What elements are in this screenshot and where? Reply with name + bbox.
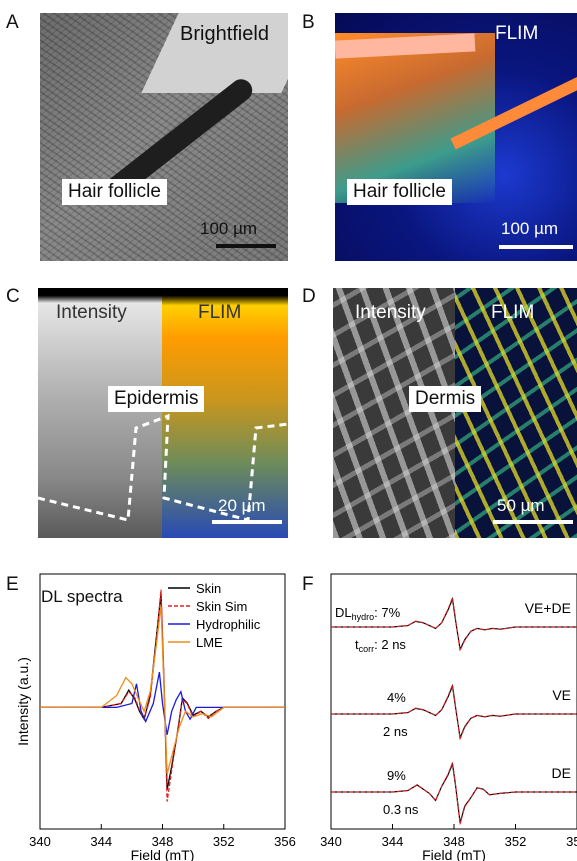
flim-label-b: FLIM [495, 23, 539, 44]
series-line-hydrophilic [40, 671, 285, 735]
hair-follicle-tag-a: Hair follicle [62, 179, 167, 205]
legend-label-hydrophilic: Hydrophilic [196, 617, 261, 632]
flim-label-c: FLIM [198, 302, 242, 323]
x-tick-label-f: 344 [382, 834, 404, 849]
chart-f: 340 344 348 352 356 Field (mT) VE+DE DLhydro: 7… [320, 573, 577, 861]
spectrum-sim-ve-plus-de [331, 595, 577, 653]
x-tick-label-e: 348 [152, 834, 174, 849]
e-inner-title: DL spectra [41, 587, 123, 606]
group-label-ve: VE [552, 687, 571, 703]
dl-value-ve: 4% [387, 690, 406, 705]
panel-letter-d: D [302, 286, 316, 307]
scale-label-d: 50 µm [497, 496, 545, 515]
flim-label-d: FLIM [491, 302, 535, 323]
epidermis-border [38, 413, 288, 522]
flim-half-d [455, 288, 577, 538]
x-tick-label-f: 356 [566, 834, 577, 849]
t-value-ve: 2 ns [383, 724, 408, 739]
x-tick-label-e: 356 [274, 834, 296, 849]
x-tick-label-e: 340 [29, 834, 51, 849]
intensity-label-c: Intensity [56, 302, 127, 323]
legend-label-skin: Skin [196, 581, 221, 596]
legend-label-skin-sim: Skin Sim [196, 599, 247, 614]
scale-bar-c [212, 520, 282, 524]
dermis-tag: Dermis [409, 386, 482, 412]
scale-bar-a [216, 244, 276, 248]
x-axis-label-e: Field (mT) [131, 847, 195, 861]
x-axis-label-f: Field (mT) [422, 847, 486, 861]
intensity-label-d: Intensity [355, 302, 426, 323]
panel-letter-b: B [302, 12, 315, 33]
y-axis-label-e: Intensity (a.u.) [15, 657, 31, 746]
series-line-lme [40, 605, 285, 775]
intensity-half-c [38, 288, 162, 538]
panel-letter-a: A [6, 12, 19, 33]
t-value-de: 0.3 ns [383, 802, 419, 817]
x-tick-label-f: 348 [443, 834, 465, 849]
brightfield-label: Brightfield [180, 23, 269, 45]
scale-bar-d [493, 520, 573, 524]
scale-label-c: 20 µm [218, 496, 266, 515]
spectrum-sim-ve [331, 682, 577, 742]
flim-cortex-region [335, 33, 495, 203]
epidermis-tag: Epidermis [108, 386, 205, 412]
group-label-ve-plus-de: VE+DE [525, 600, 571, 616]
intensity-half-d [333, 288, 455, 538]
x-tick-label-f: 340 [320, 834, 342, 849]
dl-value-de: 9% [387, 768, 406, 783]
group-label-de: DE [552, 765, 571, 781]
epidermis-image: Intensity FLIM Epidermis 20 µm [38, 288, 288, 538]
scale-label-a: 100 µm [200, 219, 258, 238]
flim-half-c [162, 288, 288, 538]
legend-label-lme: LME [196, 635, 223, 650]
scale-bar-b [499, 245, 573, 249]
panel-letter-e: E [6, 574, 19, 595]
panel-letter-f: F [302, 574, 314, 595]
brightfield-image: Brightfield Hair follicle 100 µm [40, 13, 288, 261]
chart-e: 340 344 348 352 356 Field (mT) Intensity (a.u.… [15, 573, 296, 861]
flim-image-b: FLIM Hair follicle 100 µm [335, 13, 577, 261]
x-tick-label-e: 344 [90, 834, 112, 849]
scale-label-b: 100 µm [501, 219, 559, 238]
spectrum-sim-de [331, 760, 577, 825]
panel-letter-c: C [6, 286, 20, 307]
dl-hydro-label: DLhydro: 7% [335, 605, 401, 622]
hair-follicle-tag-b: Hair follicle [347, 179, 452, 205]
x-tick-label-f: 352 [505, 834, 527, 849]
x-tick-label-e: 352 [213, 834, 235, 849]
tcorr-label: tcorr: 2 ns [355, 637, 406, 654]
dermis-image: Intensity FLIM Dermis 50 µm [333, 288, 577, 538]
